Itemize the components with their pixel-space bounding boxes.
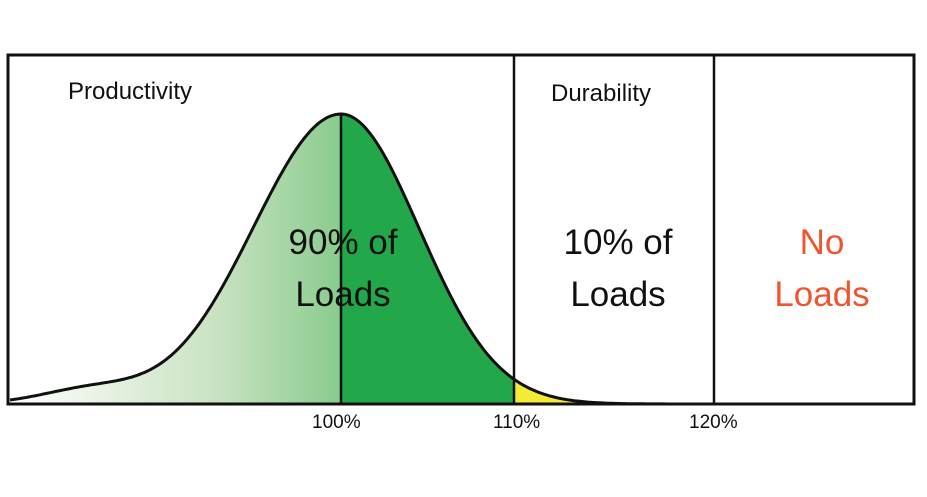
no-loads-zone-line1: No — [799, 223, 845, 262]
productivity-zone-line2: Loads — [295, 275, 391, 314]
no-loads-zone-line2: Loads — [774, 275, 870, 314]
tick-label-110: 110% — [493, 412, 541, 433]
tick-label-100: 100% — [312, 412, 361, 433]
diagram-frame — [6, 53, 916, 406]
productivity-label: Productivity — [68, 78, 193, 105]
bell-curve-fill-productivity-gradient — [10, 114, 341, 404]
tick-label-120: 120% — [689, 412, 738, 433]
no-loads-zone-caption: No Loads — [712, 217, 927, 321]
productivity-zone-line1: 90% of — [288, 223, 398, 262]
productivity-zone-caption: 90% of Loads — [233, 217, 453, 321]
durability-zone-line1: 10% of — [563, 223, 673, 262]
durability-zone-line2: Loads — [570, 275, 666, 314]
durability-label: Durability — [551, 80, 652, 107]
bell-curve-fill-durability — [514, 379, 700, 404]
durability-zone-caption: 10% of Loads — [508, 217, 728, 321]
bell-curve-outline — [9, 112, 700, 406]
